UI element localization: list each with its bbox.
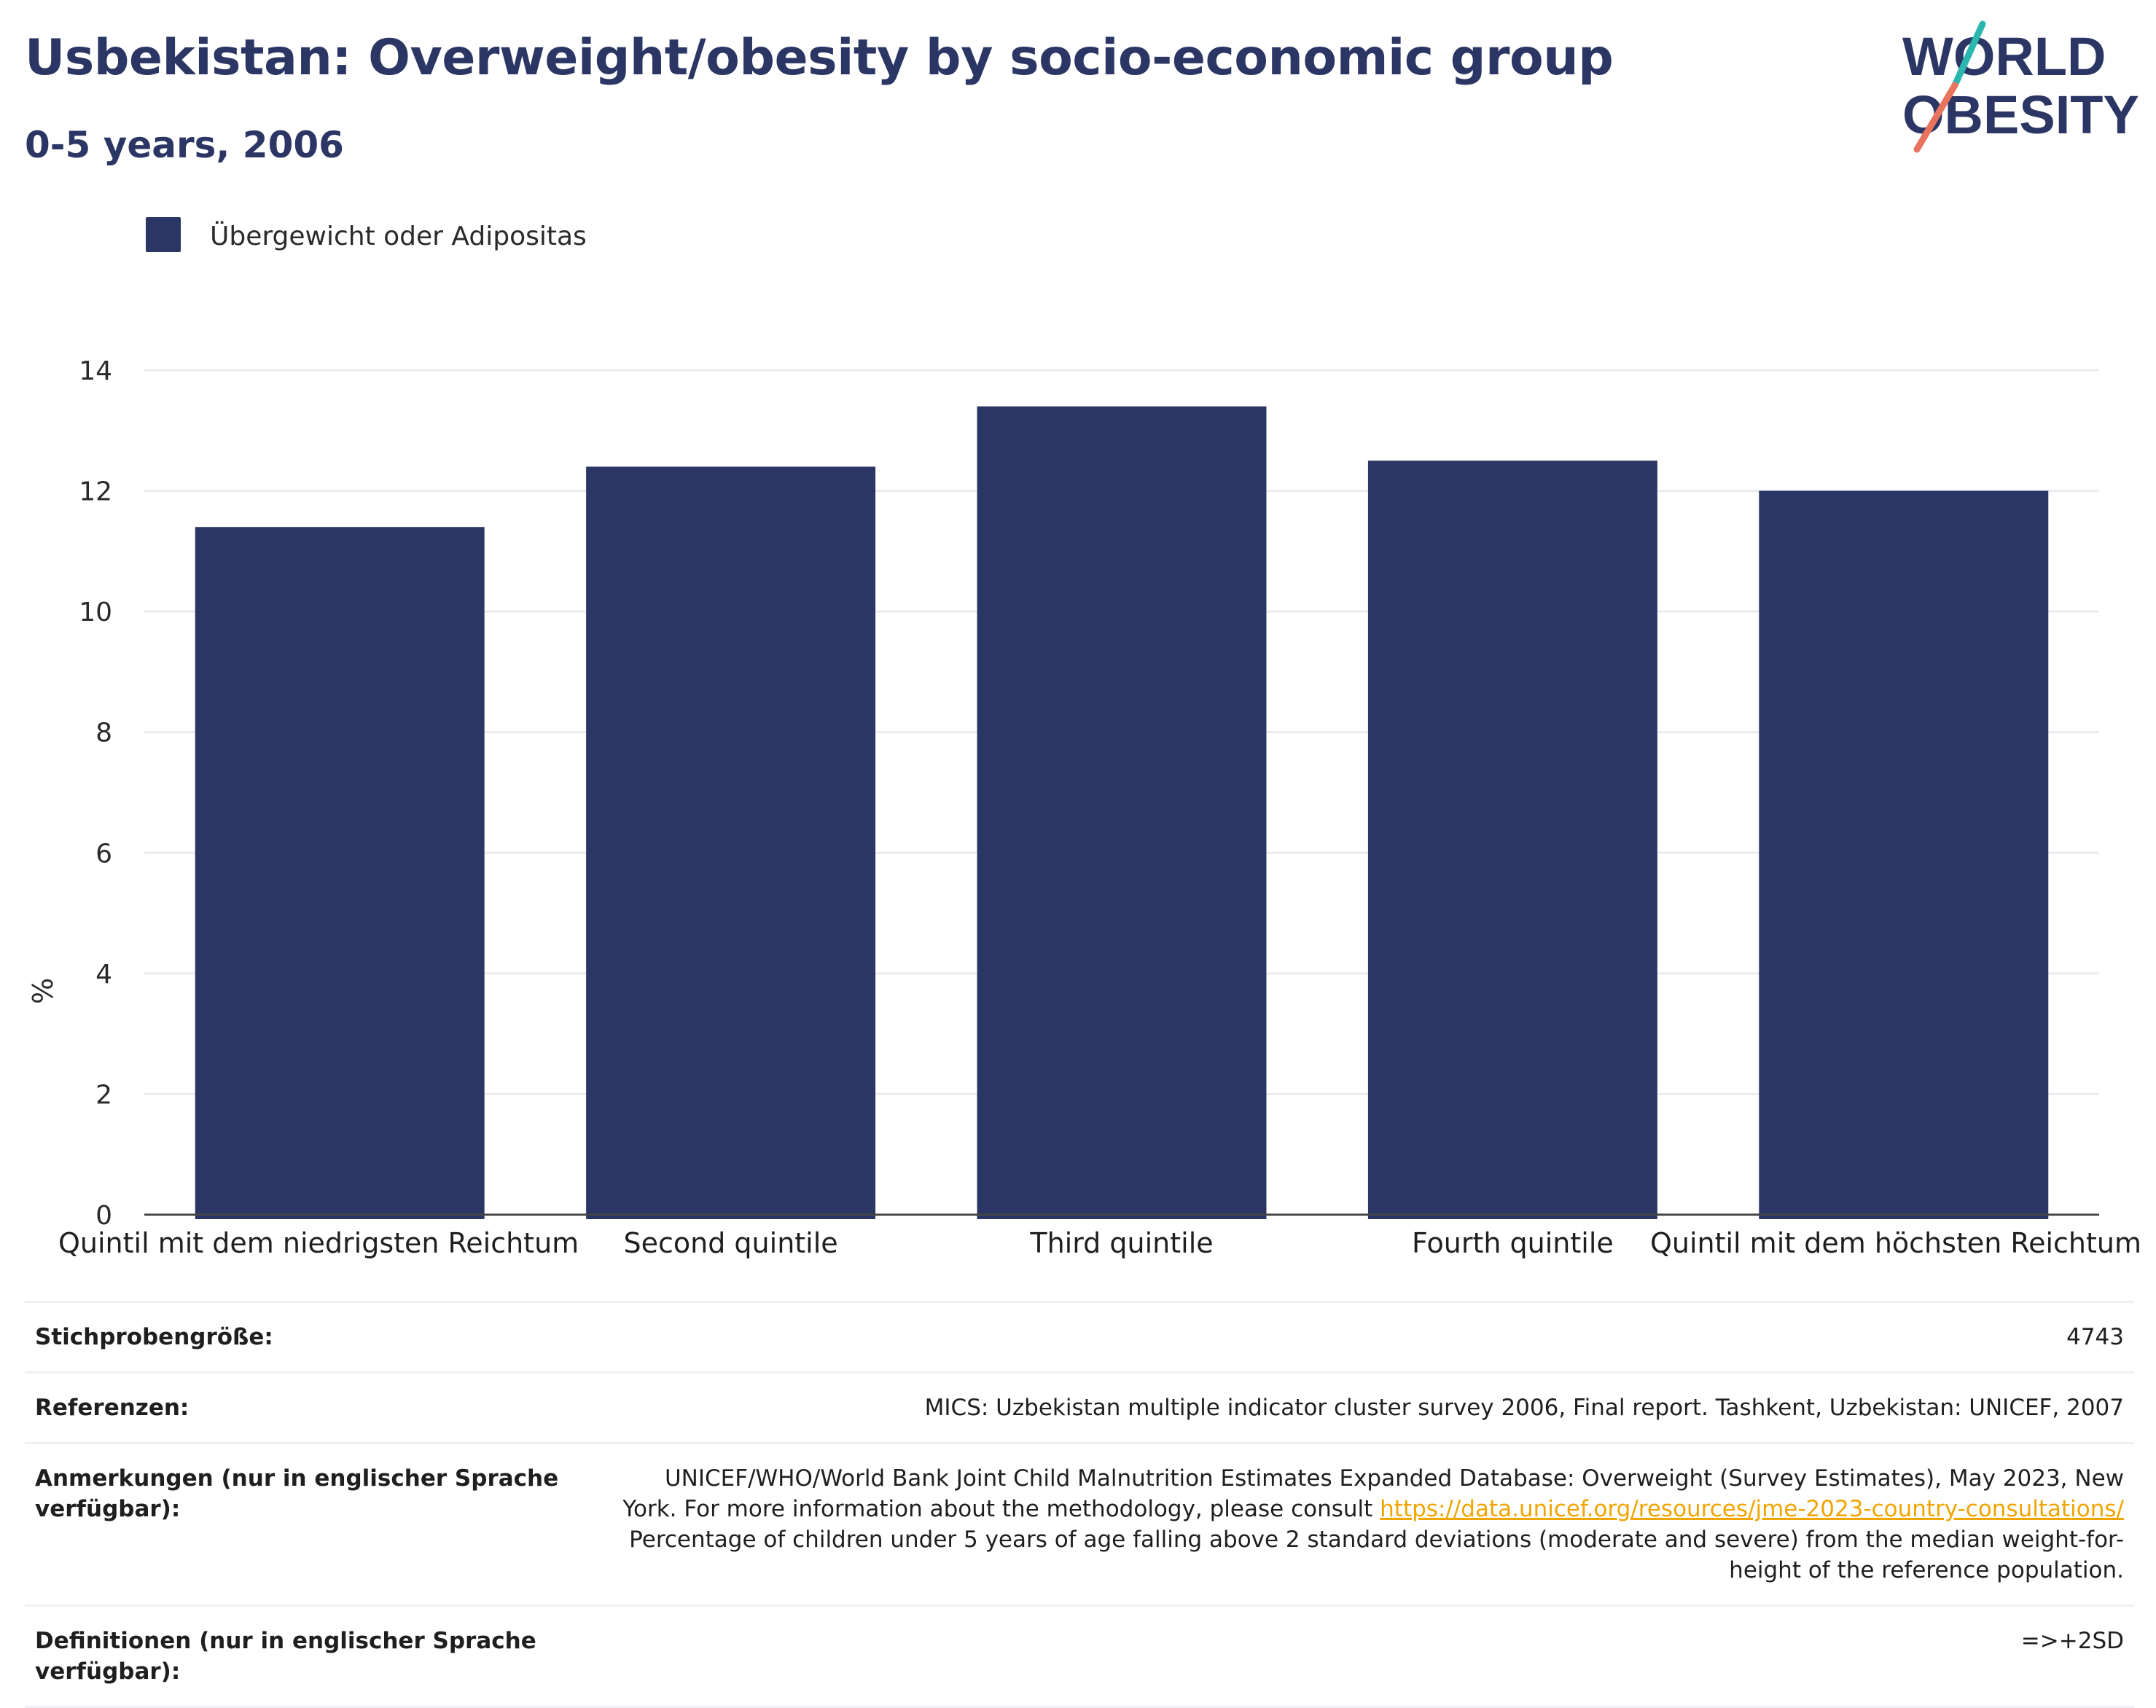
x-tick-label: Third quintile xyxy=(1029,1227,1213,1259)
logo-text-world: WORLD xyxy=(1902,26,2106,87)
legend-swatch xyxy=(146,217,181,252)
x-tick-label: Quintil mit dem niedrigsten Reichtum xyxy=(58,1227,579,1259)
page-title: Usbekistan: Overweight/obesity by socio-… xyxy=(25,29,1614,87)
info-row-definitions: Definitionen (nur in englischer Sprache … xyxy=(25,1605,2134,1708)
y-axis-title: % xyxy=(27,978,59,1004)
y-tick-label: 4 xyxy=(95,960,112,990)
y-tick-label: 2 xyxy=(95,1080,112,1110)
y-tick-label: 8 xyxy=(95,718,112,748)
bar xyxy=(586,466,876,1219)
info-row-references: Referenzen: MICS: Uzbekistan multiple in… xyxy=(25,1371,2134,1443)
info-value: =>+2SD xyxy=(599,1605,2134,1708)
y-axis-ticks: 0 2 4 6 8 10 12 14 xyxy=(79,356,112,1231)
info-label: Anmerkungen (nur in englischer Sprache v… xyxy=(25,1442,599,1606)
page-subtitle: 0-5 years, 2006 xyxy=(25,124,344,166)
y-tick-label: 14 xyxy=(79,356,112,386)
x-tick-label: Second quintile xyxy=(624,1227,838,1259)
world-obesity-logo: WORLD OBESITY xyxy=(1902,20,2139,153)
info-table: Stichprobengröße: 4743 Referenzen: MICS:… xyxy=(25,1301,2134,1708)
notes-text-after-link: Percentage of children under 5 years of … xyxy=(629,1527,2124,1583)
y-tick-label: 6 xyxy=(95,839,112,869)
info-row-notes: Anmerkungen (nur in englischer Sprache v… xyxy=(25,1442,2134,1606)
x-tick-label: Fourth quintile xyxy=(1412,1227,1614,1259)
bar xyxy=(1367,461,1657,1219)
methodology-link[interactable]: https://data.unicef.org/resources/jme-20… xyxy=(1380,1496,2124,1522)
y-tick-label: 12 xyxy=(79,477,112,507)
info-value: 4743 xyxy=(599,1301,2134,1373)
info-value: UNICEF/WHO/World Bank Joint Child Malnut… xyxy=(599,1442,2134,1606)
bar xyxy=(1759,490,2049,1219)
bar xyxy=(977,406,1267,1219)
logo-teal-stroke xyxy=(1951,20,1986,89)
info-row-sample-size: Stichprobengröße: 4743 xyxy=(25,1301,2134,1373)
logo-coral-stroke xyxy=(1913,82,1958,153)
x-tick-label: Quintil mit dem höchsten Reichtum xyxy=(1650,1227,2141,1259)
x-axis-labels: Quintil mit dem niedrigsten Reichtum Seco… xyxy=(58,1227,2141,1259)
notes-text-before-link: UNICEF/WHO/World Bank Joint Child Malnut… xyxy=(622,1465,2124,1522)
logo-text-obesity: OBESITY xyxy=(1902,85,2139,145)
bar-series xyxy=(195,406,2049,1219)
info-value: MICS: Uzbekistan multiple indicator clus… xyxy=(599,1371,2134,1443)
chart-legend: Übergewicht oder Adipositas xyxy=(146,217,587,252)
legend-label: Übergewicht oder Adipositas xyxy=(210,221,587,251)
info-label: Stichprobengröße: xyxy=(25,1301,599,1373)
y-tick-label: 0 xyxy=(95,1201,112,1231)
bar xyxy=(195,527,485,1219)
info-label: Definitionen (nur in englischer Sprache … xyxy=(25,1605,599,1708)
info-label: Referenzen: xyxy=(25,1371,599,1443)
bar-chart: Übergewicht oder Adipositas % 0 2 4 6 8 10 12 1… xyxy=(27,217,2141,1259)
y-tick-label: 10 xyxy=(79,598,112,627)
